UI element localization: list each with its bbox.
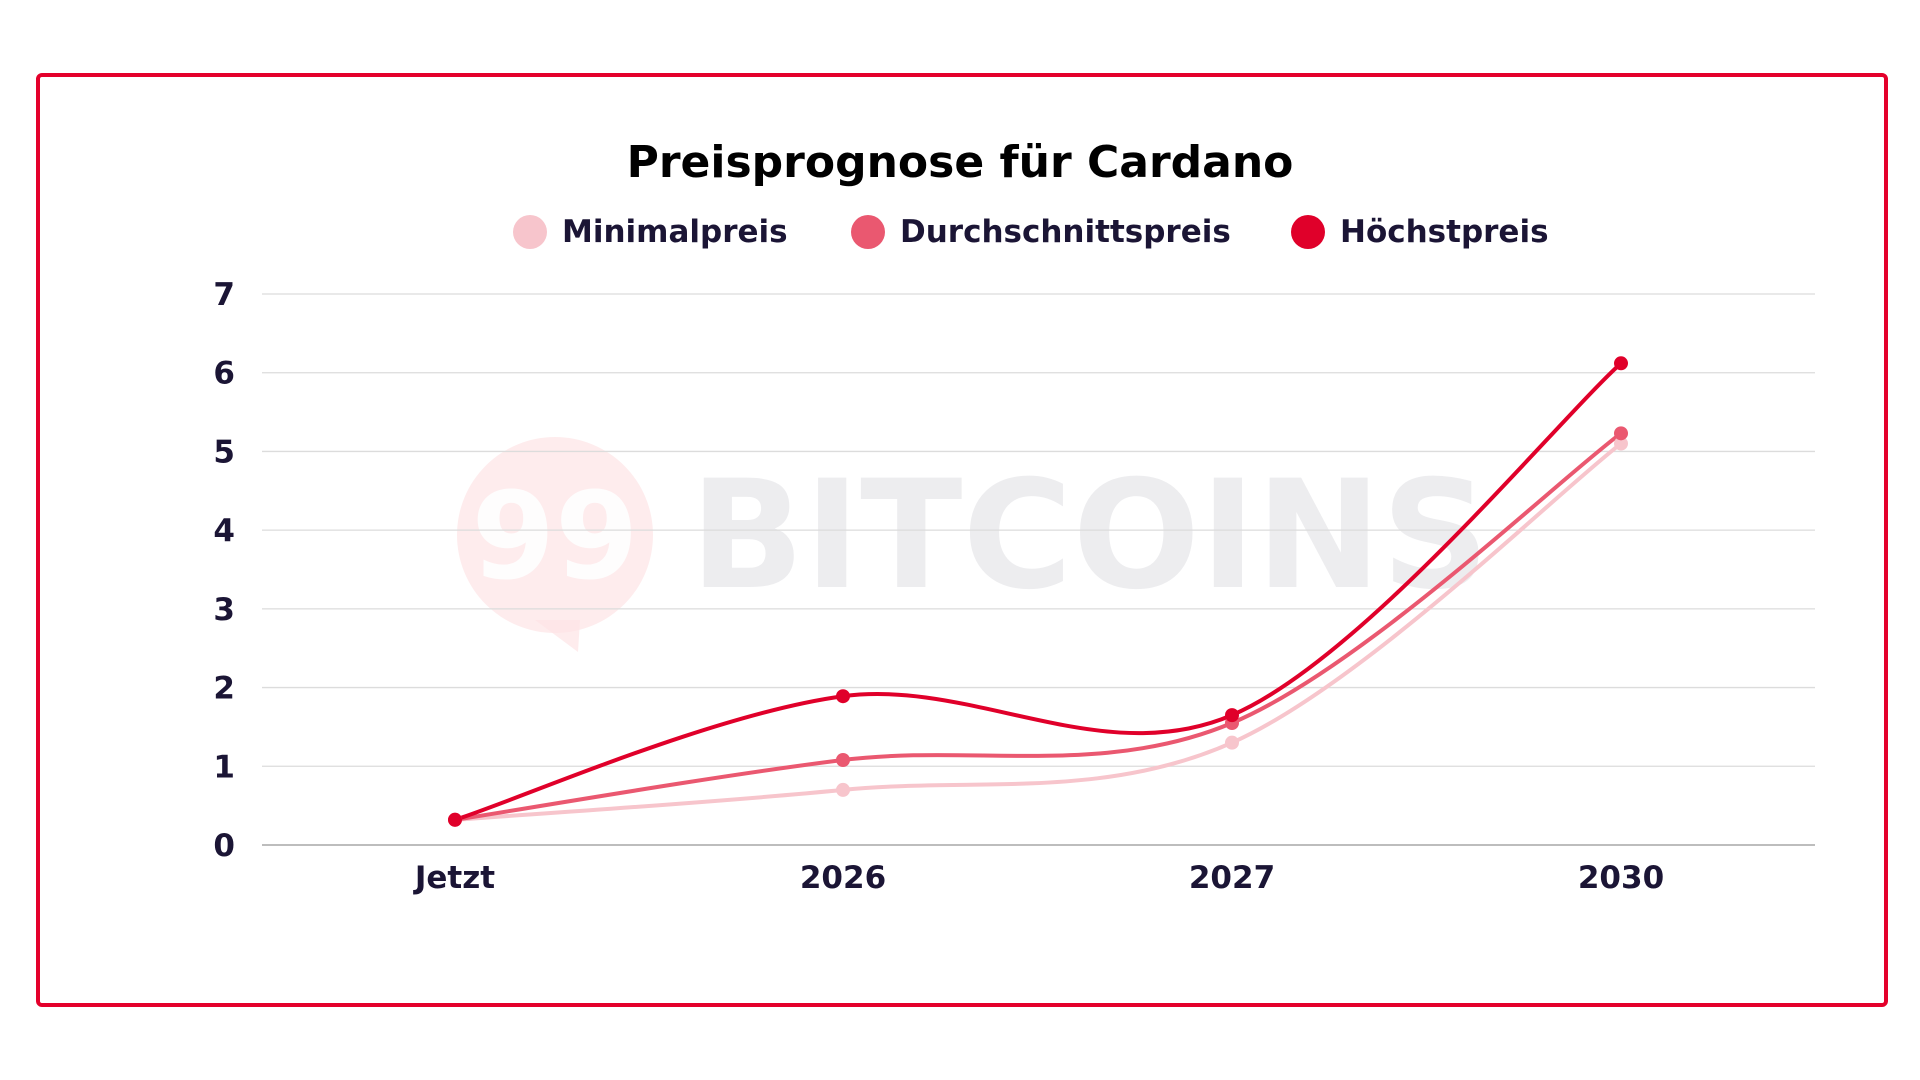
- series-layer: [448, 356, 1628, 827]
- legend-marker-max: [1291, 215, 1325, 249]
- watermark: 99 BITCOINS: [457, 437, 1489, 652]
- legend-item-min: Minimalpreis: [513, 214, 788, 250]
- x-tick-label-2: 2027: [1189, 860, 1275, 896]
- series-line-avg: [453, 431, 1623, 822]
- legend-item-max: Höchstpreis: [1291, 214, 1549, 250]
- chart-frame: [36, 73, 1888, 1007]
- data-point-max-3: [1614, 356, 1628, 371]
- grid-layer: [262, 293, 1815, 846]
- legend-marker-avg: [851, 215, 885, 249]
- legend-label-avg: Durchschnittspreis: [900, 214, 1231, 250]
- data-point-max-1: [836, 689, 850, 704]
- chart-title: Preisprognose für Cardano: [627, 137, 1294, 188]
- data-point-min-1: [836, 782, 850, 797]
- y-tick-label-4: 4: [213, 513, 235, 549]
- legend-item-avg: Durchschnittspreis: [851, 214, 1231, 250]
- legend-label-min: Minimalpreis: [562, 214, 788, 250]
- legend-marker-min: [513, 215, 547, 249]
- y-tick-label-2: 2: [213, 671, 235, 707]
- data-point-avg-1: [836, 752, 850, 767]
- x-tick-label-3: 2030: [1578, 860, 1664, 896]
- legend-label-max: Höchstpreis: [1340, 214, 1549, 250]
- watermark-brand-text: BITCOINS: [690, 449, 1489, 623]
- y-axis-ticks: 0 1 2 3 4 5 6 7: [213, 277, 235, 864]
- y-tick-label-5: 5: [213, 434, 235, 470]
- watermark-logo-text: 99: [472, 468, 639, 607]
- x-axis-ticks: Jetzt 2026 2027 2030: [413, 860, 1664, 896]
- y-tick-label-7: 7: [213, 277, 235, 313]
- x-tick-label-0: Jetzt: [413, 860, 495, 896]
- data-point-min-3: [1614, 436, 1628, 451]
- x-tick-label-1: 2026: [800, 860, 886, 896]
- y-tick-label-6: 6: [213, 356, 235, 392]
- data-point-avg-3: [1614, 426, 1628, 441]
- watermark-logo-tail: [535, 620, 580, 652]
- watermark-logo-circle: [457, 437, 653, 633]
- y-tick-label-0: 0: [213, 828, 235, 864]
- legend: Minimalpreis Durchschnittspreis Höchstpr…: [513, 214, 1549, 250]
- y-tick-label-3: 3: [213, 592, 235, 628]
- data-point-max-0: [448, 812, 462, 827]
- y-tick-label-1: 1: [213, 749, 235, 785]
- series-line-max: [453, 361, 1623, 822]
- data-point-max-2: [1225, 708, 1239, 723]
- data-point-min-2: [1225, 735, 1239, 750]
- series-line-min: [453, 441, 1623, 822]
